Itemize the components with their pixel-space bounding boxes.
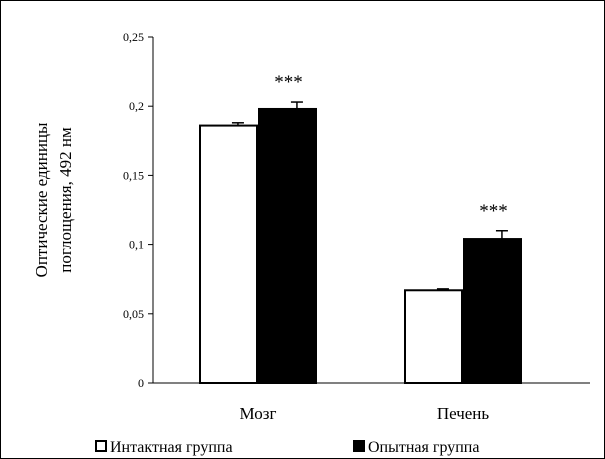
significance-label: ***: [274, 72, 303, 93]
y-tick-label: 0,15: [123, 168, 144, 182]
y-ticks: 0 0,05 0,1 0,15 0,2 0,25: [123, 30, 153, 390]
x-tick-label: Мозг: [240, 404, 277, 423]
bar: [404, 289, 463, 384]
legend-swatch: [95, 440, 107, 452]
legend-label: Интактная группа: [110, 439, 233, 456]
legend: Интактная группа Опытная группа: [95, 439, 479, 456]
y-axis-label-line: Оптические единицы: [32, 122, 51, 277]
y-tick-label: 0,1: [129, 238, 144, 252]
x-tick-labels: Мозг Печень: [240, 404, 490, 423]
x-tick-label: Печень: [437, 404, 490, 423]
significance-annotations: *** ***: [274, 72, 508, 222]
y-tick-label: 0,25: [123, 30, 144, 44]
bar: [463, 238, 522, 384]
legend-swatch: [353, 440, 365, 452]
y-tick-label: 0: [138, 376, 144, 390]
y-axis-label: Оптические единицы поглощения, 492 нм: [32, 122, 75, 277]
legend-label: Опытная группа: [368, 439, 479, 456]
bars: [199, 107, 522, 385]
bar: [199, 124, 258, 385]
y-tick-label: 0,2: [129, 99, 144, 113]
y-tick-label: 0,05: [123, 307, 144, 321]
significance-label: ***: [479, 201, 508, 222]
y-axis-label-line: поглощения, 492 нм: [56, 127, 75, 273]
bar: [258, 107, 317, 385]
error-bars: [231, 101, 508, 291]
